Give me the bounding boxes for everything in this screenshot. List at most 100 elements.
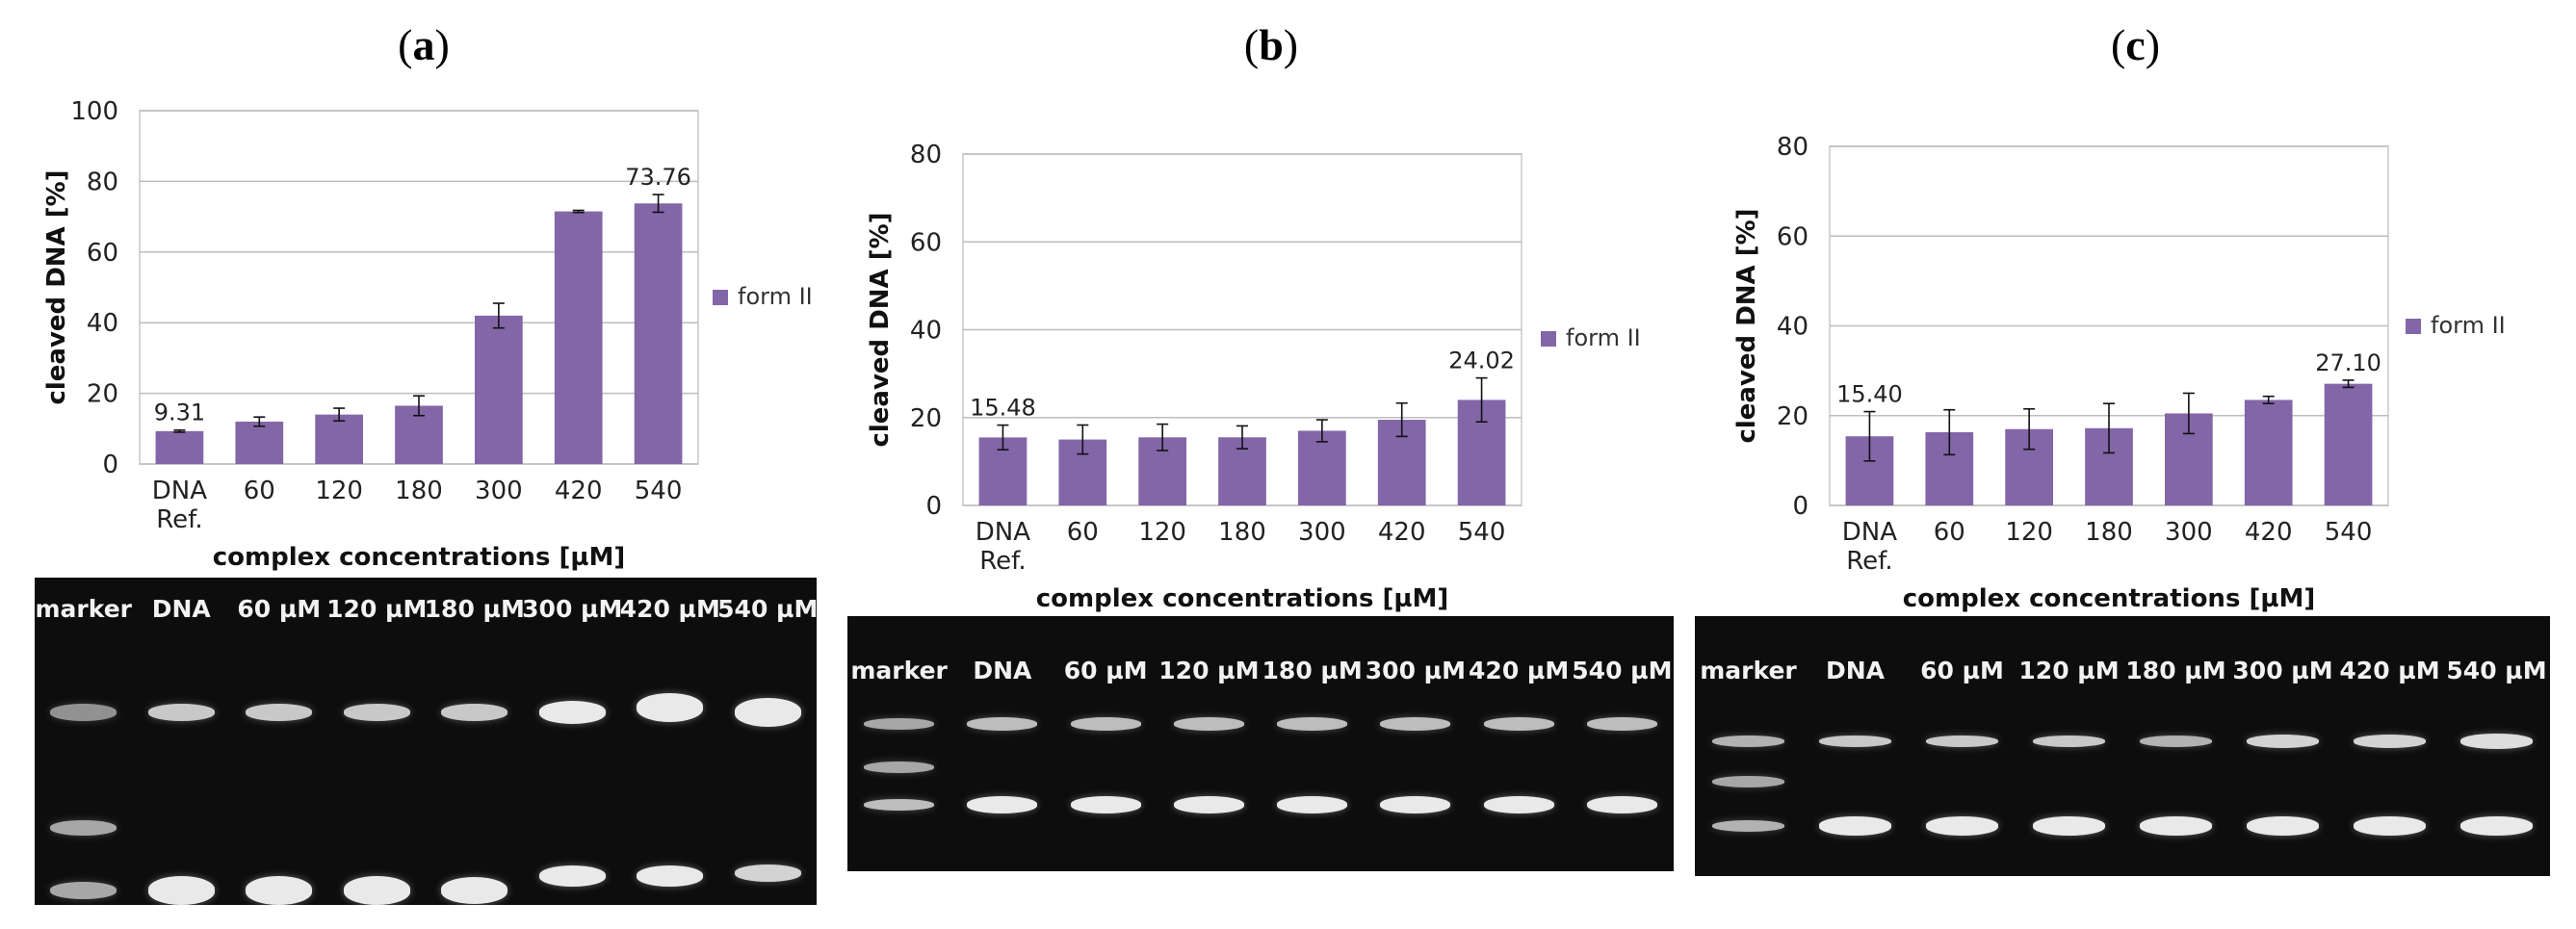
y-axis-title: cleaved DNA [%] [42, 169, 71, 404]
y-tick-label: 80 [910, 141, 942, 169]
y-axis-title: cleaved DNA [%] [1732, 208, 1761, 443]
x-tick-label: 60 [1934, 518, 1965, 547]
data-label: 9.31 [154, 400, 205, 426]
y-tick-label: 20 [910, 404, 942, 433]
gel-band [246, 704, 313, 721]
x-tick-label: 180 [1218, 518, 1266, 547]
gel-band [1586, 796, 1657, 813]
y-tick-label: 60 [87, 239, 118, 268]
gel-lane-label: DNA [151, 595, 211, 623]
y-tick-label: 80 [87, 168, 118, 196]
gel-band [1818, 816, 1892, 836]
bar [2324, 383, 2373, 505]
x-tick-label: 60 [244, 477, 275, 505]
data-label: 15.48 [970, 395, 1036, 422]
panel-label: (a) [398, 20, 450, 69]
gel-band [441, 877, 508, 904]
gel-band [864, 761, 935, 773]
gel-lane-label: 120 µM [2018, 657, 2120, 684]
bar-chart-a: 0 20 40 60 80 100 9.31 DNA Ref. 60 120 180 300 420 73.… [42, 97, 813, 572]
gel-band [637, 693, 704, 722]
y-tick-label: 100 [70, 97, 118, 126]
panel-b: (b) 0 20 40 60 80 15.48 DNA Ref. 60 120 180 300 420 2… [847, 0, 1695, 929]
gel-band [2353, 735, 2427, 748]
x-tick-label: 540 [1458, 518, 1506, 547]
x-tick-label: 300 [1298, 518, 1346, 547]
gel-lane-label: marker [850, 657, 948, 684]
x-tick-label: 420 [1378, 518, 1426, 547]
gel-lane-label: DNA [1825, 657, 1886, 684]
gel-band [1483, 796, 1554, 813]
gel-band [2139, 816, 2213, 836]
x-tick-label: DNA Ref. [976, 518, 1030, 576]
gel-band [2246, 816, 2320, 836]
y-tick-label: 60 [1777, 222, 1808, 251]
gel-lane-label: marker [35, 595, 133, 623]
gel-band [967, 717, 1038, 731]
gel-band [1173, 717, 1244, 731]
gel-band [1925, 816, 1999, 836]
gel-band [967, 796, 1038, 813]
legend-label: form II [738, 283, 813, 310]
bar [634, 203, 683, 465]
gel-band [147, 704, 215, 721]
x-tick-label: 60 [1067, 518, 1099, 547]
y-tick-label: 0 [102, 451, 118, 479]
x-tick-label: 180 [2085, 518, 2133, 547]
x-tick-label: 120 [2005, 518, 2053, 547]
gel-band [1711, 820, 1785, 832]
gel-band [1277, 796, 1348, 813]
gel-band [246, 876, 313, 905]
gel-band [1586, 717, 1657, 731]
y-tick-label: 60 [910, 228, 942, 257]
gel-lane-label: 180 µM [424, 595, 525, 623]
y-tick-label: 40 [910, 317, 942, 346]
gel-band [538, 701, 606, 724]
gel-band [2459, 734, 2534, 749]
panel-label: (c) [2110, 20, 2161, 69]
gel-lane-label: 120 µM [326, 595, 428, 623]
y-tick-label: 40 [87, 309, 118, 338]
bar [235, 421, 284, 464]
bar-chart-c: 0 20 40 60 80 15.40 DNA Ref. 60 120 180 300 420 27.10… [1732, 133, 2506, 613]
gel-band [50, 820, 117, 836]
gel-lane-label: 420 µM [619, 595, 720, 623]
x-axis-title: complex concentrations [µM] [1036, 584, 1449, 613]
gel-band [538, 865, 606, 887]
gel-lane-label: DNA [973, 657, 1032, 684]
x-tick-label: 300 [2165, 518, 2213, 547]
panel-a: (a) 0 20 40 60 80 100 9.31 DNA Ref. 60 120 180 300 42… [0, 0, 847, 929]
gel-band [1380, 796, 1451, 813]
gel-image-a: marker DNA 60 µM 120 µM 180 µM 300 µM 420 µM 54… [35, 578, 819, 905]
gel-lane-label: 300 µM [1365, 657, 1466, 684]
data-label: 73.76 [625, 164, 691, 191]
gel-lane-label: 300 µM [522, 595, 623, 623]
y-tick-label: 80 [1777, 133, 1808, 162]
data-label: 24.02 [1448, 348, 1515, 374]
x-tick-label: 420 [2245, 518, 2293, 547]
gel-band [50, 704, 117, 721]
bar [155, 430, 204, 464]
y-tick-label: 20 [87, 380, 118, 409]
y-axis-title: cleaved DNA [%] [866, 212, 895, 447]
legend-label: form II [1566, 324, 1641, 351]
gel-lane-label: 60 µM [1063, 657, 1148, 684]
gel-image-c: marker DNA 60 µM 120 µM 180 µM 300 µM 420 µM 54… [1695, 616, 2550, 876]
gel-band [2459, 816, 2534, 836]
legend-swatch [713, 290, 728, 305]
gel-band [2353, 816, 2427, 836]
gel-band [1818, 735, 1892, 747]
legend-swatch [2406, 319, 2421, 334]
gel-lane-label: 60 µM [237, 595, 322, 623]
gel-band [864, 799, 935, 811]
gel-band [1925, 735, 1999, 747]
x-axis-title: complex concentrations [µM] [213, 543, 626, 572]
gel-band [2032, 816, 2106, 836]
y-tick-label: 0 [925, 492, 942, 521]
bar [1298, 430, 1346, 505]
bar [315, 414, 363, 464]
gel-band [50, 882, 117, 899]
gel-lane-label: 300 µM [2232, 657, 2333, 684]
gel-band [343, 876, 410, 905]
gel-lane-label: 540 µM [717, 595, 819, 623]
